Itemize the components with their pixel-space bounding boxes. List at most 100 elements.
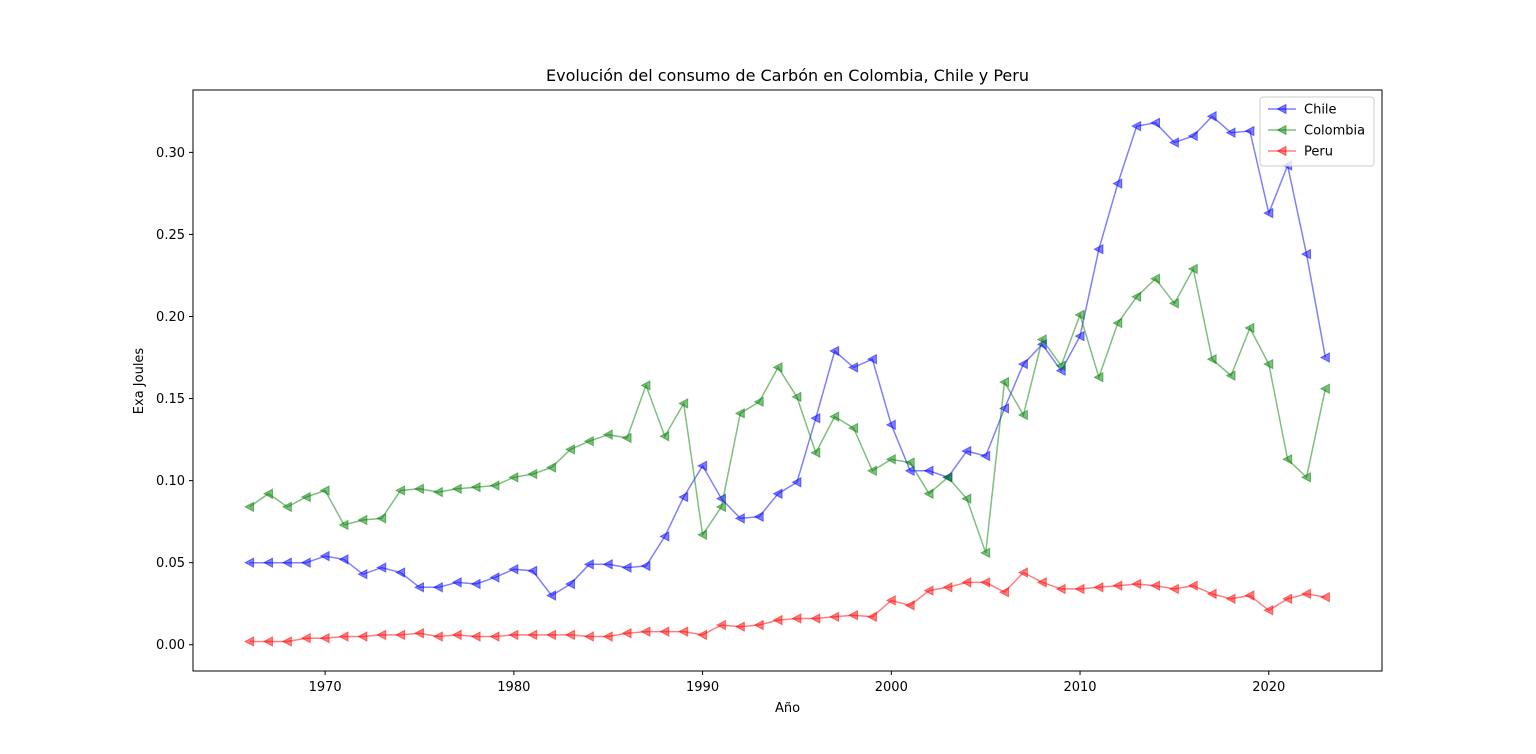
data-point-colombia (980, 547, 991, 559)
legend-marker-peru (1276, 145, 1287, 157)
x-axis: 1970 1980 1990 2000 2010 2020 (309, 671, 1285, 695)
x-tick-label: 1990 (686, 680, 719, 695)
data-point-colombia (451, 483, 462, 495)
legend: Chile Colombia Peru (1259, 96, 1375, 167)
data-point-peru (281, 636, 292, 647)
data-point-peru (1074, 583, 1085, 595)
data-point-peru (602, 631, 613, 642)
data-point-colombia (281, 501, 292, 513)
data-point-peru (357, 631, 368, 642)
data-point-peru (678, 626, 689, 637)
data-point-chile (1074, 330, 1085, 342)
data-point-chile (395, 567, 406, 578)
data-point-peru (508, 629, 519, 641)
data-point-peru (395, 629, 406, 641)
data-point-colombia (357, 514, 368, 526)
data-point-colombia (1206, 353, 1217, 365)
data-point-peru (847, 609, 859, 621)
data-point-peru (1017, 567, 1028, 578)
data-point-colombia (1017, 409, 1028, 421)
data-point-chile (659, 531, 670, 542)
data-point-colombia (546, 462, 557, 473)
legend-label-chile: Chile (1304, 103, 1337, 118)
data-point-colombia (715, 501, 726, 513)
data-point-peru (1263, 604, 1274, 616)
data-point-chile (866, 353, 877, 365)
data-point-chile (432, 581, 443, 593)
data-point-colombia (1263, 358, 1274, 370)
data-point-peru (1300, 588, 1312, 600)
data-point-peru (451, 629, 462, 641)
data-point-chile (546, 590, 557, 601)
data-point-chile (1149, 117, 1161, 129)
data-point-chile (1093, 243, 1104, 255)
data-point-peru (1244, 590, 1255, 601)
y-tick-label: 0.15 (156, 392, 185, 407)
data-point-colombia (847, 422, 859, 434)
data-point-peru (659, 626, 670, 637)
data-point-colombia (734, 407, 745, 419)
data-point-chile (357, 568, 368, 580)
data-point-colombia (829, 411, 840, 422)
legend-label-colombia: Colombia (1304, 124, 1365, 139)
y-tick-label: 0.30 (156, 146, 185, 161)
series-line-chile (249, 115, 1327, 597)
data-point-chile (697, 460, 708, 472)
data-point-colombia (961, 493, 972, 504)
data-point-chile (602, 558, 613, 570)
x-tick-label: 2020 (1252, 680, 1285, 695)
data-point-chile (753, 511, 764, 523)
data-point-colombia (1300, 472, 1312, 483)
data-point-colombia (508, 472, 519, 483)
data-point-colombia (772, 362, 783, 373)
data-point-chile (772, 488, 783, 500)
data-point-peru (1055, 583, 1066, 595)
data-point-peru (1282, 593, 1293, 605)
data-point-chile (262, 557, 273, 569)
data-point-peru (640, 626, 651, 637)
data-point-chile (489, 572, 500, 583)
data-point-peru (1149, 580, 1161, 591)
series-line-colombia (249, 266, 1327, 554)
data-point-colombia (470, 481, 481, 493)
data-point-colombia (791, 391, 802, 403)
data-point-peru (300, 632, 311, 644)
data-point-peru (564, 629, 575, 641)
data-point-colombia (1036, 334, 1047, 345)
legend-box (1259, 96, 1375, 167)
data-point-peru (829, 611, 840, 623)
data-point-peru (1112, 580, 1123, 591)
legend-label-peru: Peru (1304, 145, 1333, 160)
data-point-chile (923, 465, 934, 477)
data-point-peru (1225, 593, 1236, 605)
data-point-colombia (1225, 370, 1236, 381)
data-point-colombia (1168, 298, 1179, 309)
data-point-colombia (583, 435, 594, 447)
data-point-colombia (659, 430, 670, 442)
data-point-colombia (413, 483, 424, 495)
data-point-chile (885, 419, 896, 431)
data-point-chile (1168, 137, 1179, 148)
data-point-peru (791, 613, 802, 624)
data-point-chile (961, 445, 972, 457)
data-point-chile (338, 554, 349, 565)
data-point-chile (1263, 207, 1274, 219)
data-point-peru (998, 586, 1010, 598)
data-point-colombia (942, 472, 953, 483)
x-axis-label: Año (775, 701, 800, 716)
axes-frame (192, 89, 1383, 672)
data-point-peru (866, 611, 877, 623)
data-point-chile (319, 550, 330, 562)
data-point-colombia (885, 453, 896, 465)
data-point-colombia (338, 519, 349, 531)
data-point-colombia (866, 465, 877, 477)
data-point-chile (734, 513, 745, 524)
data-point-peru (1206, 588, 1217, 600)
data-point-peru (432, 631, 443, 642)
data-point-colombia (395, 485, 406, 496)
data-point-chile (1244, 125, 1255, 137)
data-point-colombia (319, 485, 330, 496)
data-point-chile (810, 412, 821, 424)
data-point-colombia (1187, 263, 1198, 275)
data-point-chile (451, 577, 462, 588)
